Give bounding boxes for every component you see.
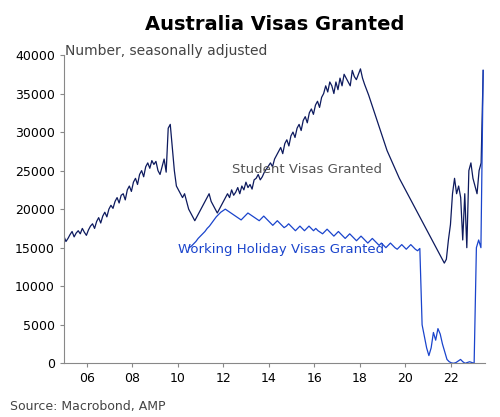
Text: Working Holiday Visas Granted: Working Holiday Visas Granted — [178, 243, 384, 256]
Text: Student Visas Granted: Student Visas Granted — [232, 163, 382, 176]
Title: Australia Visas Granted: Australia Visas Granted — [145, 15, 404, 34]
Text: Number, seasonally adjusted: Number, seasonally adjusted — [65, 44, 268, 58]
Text: Source: Macrobond, AMP: Source: Macrobond, AMP — [10, 400, 166, 413]
